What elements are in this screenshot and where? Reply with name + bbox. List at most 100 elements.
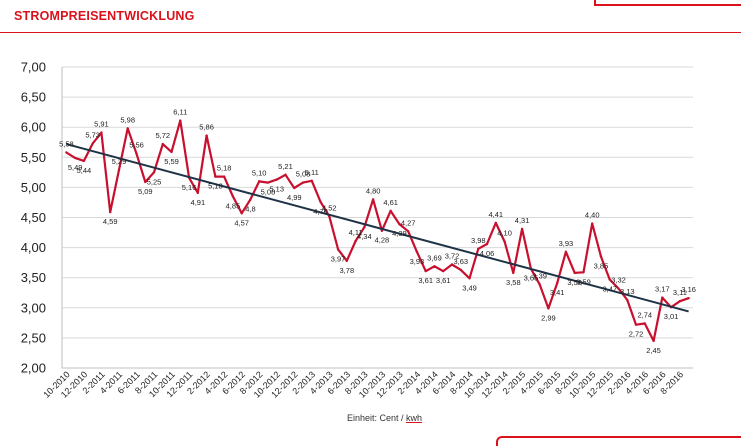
data-label: 4,85 [226, 201, 241, 210]
data-point [293, 186, 296, 190]
y-tick-label: 5,00 [21, 180, 46, 195]
data-label: 4,99 [287, 193, 302, 202]
data-point [275, 178, 278, 181]
data-label: 5,56 [129, 141, 144, 150]
unit-prefix: Einheit: Cent / [347, 413, 407, 423]
y-tick-label: 2,50 [21, 330, 46, 345]
data-label: 3,61 [436, 276, 451, 285]
data-label: 3,58 [567, 278, 582, 287]
y-tick-label: 5,50 [21, 150, 46, 165]
data-label: 5,86 [199, 123, 214, 132]
data-label: 3,61 [418, 276, 433, 285]
data-point [678, 299, 682, 303]
data-label: 3,93 [559, 239, 574, 248]
data-point [617, 287, 620, 290]
data-point [555, 281, 559, 285]
data-label: 4,61 [383, 198, 398, 207]
y-tick-label: 3,50 [21, 270, 46, 285]
data-label: 5,98 [120, 115, 135, 124]
data-point [161, 142, 164, 146]
data-label: 5,13 [269, 185, 284, 194]
data-point [415, 250, 419, 254]
data-point [634, 323, 638, 326]
data-point [170, 150, 173, 154]
data-label: 5,16 [182, 183, 197, 192]
data-point [591, 222, 594, 225]
data-label: 4,59 [103, 217, 118, 226]
data-label: 6,11 [173, 108, 187, 117]
data-label: 3,93 [410, 257, 425, 266]
data-label: 3,11 [673, 288, 687, 297]
data-label: 5,18 [217, 164, 232, 173]
data-point [109, 210, 112, 214]
data-label: 2,99 [541, 313, 556, 322]
data-label: 3,16 [681, 285, 696, 294]
data-label: 5,59 [164, 157, 179, 166]
data-point [135, 152, 138, 155]
data-point [284, 173, 287, 176]
data-point [100, 131, 103, 134]
data-label: 3,13 [620, 287, 635, 296]
header-accent-tab [594, 0, 741, 6]
data-label: 2,72 [629, 330, 644, 339]
data-point [363, 225, 366, 229]
data-label: 5,25 [147, 177, 162, 186]
data-label: 5,18 [208, 182, 223, 191]
data-point [433, 265, 436, 268]
chart-title: STROMPREISENTWICKLUNG [14, 9, 195, 23]
price-series [65, 119, 690, 343]
data-label: 5,72 [155, 131, 170, 140]
trend-line [66, 143, 689, 313]
data-label: 3,63 [453, 257, 468, 266]
data-label: 4,28 [375, 236, 390, 245]
data-label: 3,41 [550, 288, 565, 297]
data-label: 4,06 [480, 249, 495, 258]
data-point [152, 171, 156, 174]
data-label: 3,49 [462, 283, 477, 292]
data-point [179, 119, 182, 122]
data-label: 2,74 [637, 310, 652, 319]
data-point [406, 230, 410, 233]
data-label: 3,39 [532, 271, 547, 280]
data-label: 3,01 [664, 312, 679, 321]
data-point [354, 239, 357, 243]
data-label: 3,59 [576, 277, 591, 286]
data-point [371, 198, 375, 201]
data-point [477, 247, 480, 251]
unit-word: kwh [406, 413, 423, 423]
data-label: 4,8 [245, 204, 255, 213]
data-label: 3,97 [331, 254, 346, 263]
data-point [196, 191, 200, 195]
data-label: 5,58 [59, 139, 74, 148]
data-point [652, 339, 655, 343]
data-labels: 5,58 5,495,44 5,735,91 4,59 5,29 5,98 5,56 5,09… [59, 108, 696, 355]
data-point [257, 180, 261, 183]
data-point [450, 263, 454, 266]
data-point [459, 268, 462, 272]
footer-accent-rule [496, 436, 741, 446]
data-point [336, 248, 340, 251]
unit-label: Einheit: Cent / kwh [347, 413, 422, 423]
data-point [82, 159, 86, 163]
data-point [687, 296, 690, 300]
x-axis-tick-labels: 10-201012-20102-20114-20116-20118-201110… [41, 369, 685, 399]
data-point [485, 242, 489, 246]
data-label: 4,40 [585, 211, 600, 220]
y-tick-label: 7,00 [21, 60, 46, 75]
data-label: 4,41 [489, 210, 504, 219]
data-point [547, 307, 550, 310]
data-label: 4,91 [191, 198, 206, 207]
data-point [494, 221, 498, 225]
data-label: 3,69 [427, 253, 442, 262]
data-point [389, 209, 392, 213]
data-point [310, 179, 313, 182]
data-label: 5,49 [68, 163, 83, 172]
y-tick-label: 6,00 [21, 120, 46, 135]
data-label: 4,27 [401, 218, 416, 227]
y-tick-label: 6,50 [21, 90, 46, 105]
data-label: 4,80 [366, 186, 381, 195]
data-label: 4,31 [515, 216, 530, 225]
data-point [538, 283, 541, 286]
data-label: 4,52 [322, 203, 337, 212]
